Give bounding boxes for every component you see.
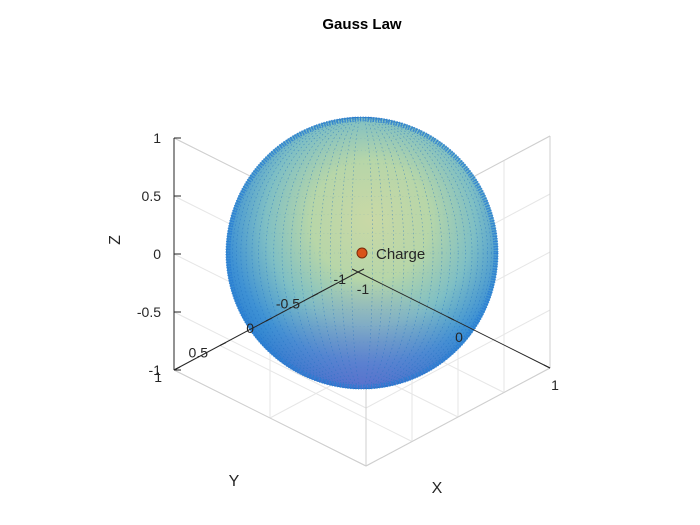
meridian bbox=[232, 117, 492, 389]
meridian bbox=[240, 117, 484, 389]
meridian bbox=[299, 117, 425, 389]
meridian bbox=[232, 117, 492, 389]
y-tick-label: -0.5 bbox=[276, 296, 300, 312]
tick-marks bbox=[173, 137, 551, 371]
box-edge bbox=[173, 369, 367, 467]
meridian bbox=[258, 117, 466, 389]
y-tick bbox=[357, 268, 365, 273]
charge-label: Charge bbox=[376, 246, 425, 263]
meridian bbox=[281, 117, 443, 389]
meridian bbox=[273, 117, 451, 389]
meridian bbox=[226, 117, 498, 389]
y-tick-label: 0.5 bbox=[189, 345, 209, 361]
y-tick-label: 1 bbox=[154, 369, 162, 385]
y-tick bbox=[311, 293, 319, 297]
y-tick bbox=[265, 317, 273, 322]
y-tick-label: -1 bbox=[334, 271, 347, 287]
box-edge bbox=[365, 367, 551, 467]
y-axis-label: Y bbox=[229, 473, 240, 490]
x-tick bbox=[351, 268, 359, 273]
meridian bbox=[290, 117, 434, 389]
meridian bbox=[340, 117, 384, 389]
x-axis-label: X bbox=[432, 480, 443, 497]
meridian bbox=[319, 117, 405, 389]
meridian bbox=[226, 117, 498, 389]
meridian bbox=[236, 117, 488, 389]
z-tick-label: -1 bbox=[149, 362, 162, 378]
z-tick-label: 1 bbox=[153, 130, 161, 146]
y-tick bbox=[173, 366, 181, 371]
meridian bbox=[351, 117, 373, 389]
tick-labels: -1-0.500.51-1-0.500.51-101 bbox=[137, 130, 559, 393]
meridian bbox=[258, 117, 466, 389]
meridian bbox=[329, 117, 395, 389]
meridian bbox=[309, 117, 415, 389]
z-axis-label: Z bbox=[107, 235, 124, 245]
meridian bbox=[227, 117, 497, 389]
meridian bbox=[319, 117, 405, 389]
z-tick-label: 0.5 bbox=[142, 188, 162, 204]
meridian bbox=[290, 117, 434, 389]
meridian bbox=[240, 117, 484, 389]
x-tick-label: 0 bbox=[455, 329, 463, 345]
grid-line bbox=[173, 311, 367, 409]
meridian bbox=[273, 117, 451, 389]
grid-line bbox=[365, 309, 551, 409]
sphere-rim bbox=[225, 116, 499, 390]
grid-line bbox=[219, 345, 413, 442]
meridian bbox=[351, 117, 373, 389]
z-tick-label: -0.5 bbox=[137, 304, 161, 320]
meridian bbox=[299, 117, 425, 389]
meridian bbox=[329, 117, 395, 389]
meridian bbox=[251, 117, 473, 389]
y-tick-label: 0 bbox=[246, 320, 254, 336]
meridian bbox=[245, 117, 479, 389]
meridian bbox=[236, 117, 488, 389]
meridian bbox=[251, 117, 473, 389]
x-tick-label: -1 bbox=[357, 281, 370, 297]
charge-marker bbox=[356, 247, 368, 259]
x-tick bbox=[447, 316, 455, 321]
x-tick-label: 1 bbox=[551, 377, 559, 393]
chart-title: Gauss Law bbox=[322, 16, 402, 33]
x-tick bbox=[543, 364, 551, 369]
meridian bbox=[227, 117, 497, 389]
meridian bbox=[245, 117, 479, 389]
meridian bbox=[281, 117, 443, 389]
meridian bbox=[309, 117, 415, 389]
y-tick bbox=[219, 342, 227, 346]
z-tick-label: 0 bbox=[153, 246, 161, 262]
meridian bbox=[340, 117, 384, 389]
